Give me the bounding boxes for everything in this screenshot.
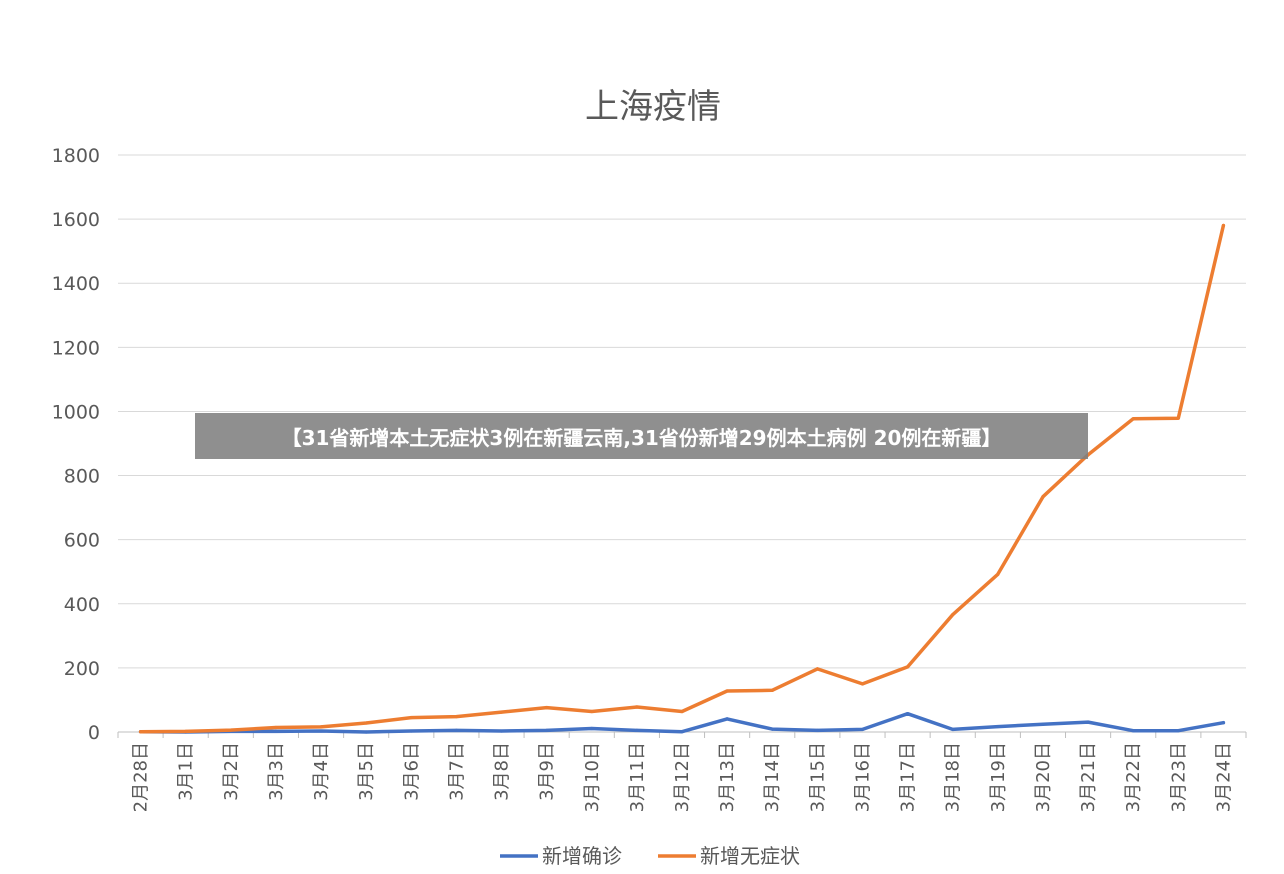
data-point [1221, 223, 1226, 228]
data-point [1131, 417, 1135, 421]
x-tick-label: 3月13日 [717, 742, 738, 812]
x-tick-label: 3月3日 [266, 742, 287, 801]
data-point [1041, 495, 1045, 499]
y-tick-label: 1600 [52, 209, 100, 231]
data-point [409, 715, 413, 720]
data-point [996, 724, 1000, 729]
x-axis-tick-labels: 2月28日 3月1日 3月2日 3月3日 3月4日 3月5日 3月6日 3月7日 3月8日 3月9… [131, 742, 1235, 812]
x-tick-label: 3月24日 [1213, 742, 1234, 812]
data-point [770, 727, 774, 731]
x-tick-label: 3月10日 [582, 742, 603, 812]
x-tick-label: 3月4日 [311, 742, 332, 801]
x-tick-label: 3月7日 [446, 742, 467, 801]
data-point [1221, 721, 1226, 725]
x-tick-label: 3月19日 [988, 742, 1009, 812]
x-tick-label: 3月15日 [807, 742, 828, 812]
data-point [319, 729, 323, 733]
y-tick-label: 1200 [52, 337, 100, 359]
data-point [860, 682, 865, 686]
data-point [680, 730, 684, 734]
data-point [364, 730, 368, 734]
y-tick-label: 400 [64, 594, 100, 616]
x-tick-label: 3月17日 [898, 742, 919, 812]
y-tick-label: 0 [88, 722, 100, 744]
legend-label: 新增确诊 [542, 844, 622, 868]
x-tick-label: 3月22日 [1123, 742, 1144, 812]
x-tick-label: 3月18日 [943, 742, 964, 812]
data-point [409, 729, 413, 733]
data-point [1176, 729, 1180, 733]
data-point [590, 709, 594, 714]
legend: 新增确诊 新增无症状 [500, 844, 800, 868]
data-point [815, 728, 819, 732]
x-tick-label: 2月28日 [131, 742, 152, 812]
series-lines [138, 223, 1226, 734]
data-point [274, 729, 278, 733]
x-tick-label: 3月14日 [762, 742, 783, 812]
x-tick-label: 3月11日 [627, 742, 648, 812]
data-point [1131, 729, 1135, 733]
data-point [545, 728, 549, 732]
data-point [860, 727, 865, 732]
data-point [815, 667, 819, 671]
data-point [635, 705, 639, 709]
y-axis-tick-labels: 0 200 400 600 800 1000 1200 1400 1600 1800 [52, 145, 100, 744]
data-point [274, 725, 278, 730]
headline-banner: 【31省新增本土无症状3例在新疆云南,31省份新增29例本土病例 20例在新疆】 [195, 413, 1088, 459]
data-point [138, 730, 143, 734]
x-tick-label: 3月8日 [492, 742, 513, 801]
data-point [1176, 416, 1180, 420]
data-point [229, 728, 233, 732]
x-tick-label: 3月5日 [356, 742, 377, 801]
y-tick-label: 1800 [52, 145, 100, 167]
x-tick-label: 3月6日 [401, 742, 422, 801]
data-point [680, 709, 684, 714]
data-point [951, 613, 955, 617]
y-tick-label: 1400 [52, 273, 100, 295]
data-point [906, 712, 910, 716]
x-tick-label: 3月12日 [672, 742, 693, 812]
y-tick-label: 200 [64, 658, 100, 680]
data-point [725, 717, 729, 721]
x-tick-label: 3月1日 [176, 742, 197, 801]
data-point [1041, 722, 1045, 726]
data-point [454, 728, 458, 732]
data-point [725, 689, 729, 693]
data-point [996, 572, 1000, 576]
y-tick-label: 800 [64, 466, 100, 488]
x-tick-label: 3月23日 [1168, 742, 1189, 812]
chart-title: 上海疫情 [585, 87, 721, 127]
data-point [499, 729, 504, 733]
x-tick-label: 3月16日 [852, 742, 873, 812]
x-tick-label: 3月9日 [537, 742, 558, 801]
data-point [1086, 720, 1090, 724]
data-point [590, 726, 594, 731]
data-point [545, 706, 549, 710]
data-point [319, 725, 323, 729]
data-point [364, 721, 368, 725]
data-point [770, 688, 774, 692]
y-tick-label: 600 [64, 530, 100, 552]
legend-label: 新增无症状 [700, 844, 800, 868]
data-point [184, 729, 188, 733]
gridlines [117, 154, 1247, 738]
data-point [454, 715, 458, 719]
headline-text: 【31省新增本土无症状3例在新疆云南,31省份新增29例本土病例 20例在新疆】 [281, 425, 1002, 450]
y-tick-label: 1000 [52, 401, 100, 423]
x-tick-label: 3月2日 [221, 742, 242, 801]
x-tick-label: 3月21日 [1078, 742, 1099, 812]
x-tick-label: 3月20日 [1033, 742, 1054, 812]
data-point [951, 727, 955, 732]
data-point [635, 728, 639, 732]
data-point [499, 710, 504, 714]
series-line-新增无症状 [138, 223, 1226, 734]
data-point [906, 665, 910, 669]
series-line-新增确诊 [138, 711, 1226, 734]
